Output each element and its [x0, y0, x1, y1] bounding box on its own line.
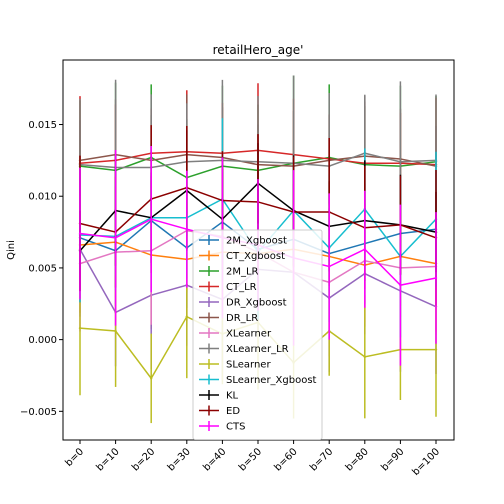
x-tick-label: b=20 [130, 446, 157, 473]
legend-label: XLearner [226, 329, 272, 340]
x-tick-label: b=50 [237, 446, 264, 473]
legend-item: CT_Xgboost [199, 250, 285, 262]
legend-label: SLearner_Xgboost [226, 375, 317, 386]
x-tick-label: b=60 [273, 446, 300, 473]
x-tick-label: b=30 [166, 446, 193, 473]
y-tick-label: 0.010 [28, 192, 57, 203]
legend-label: CT_Xgboost [226, 251, 285, 262]
x-tick-label: b=0 [63, 446, 86, 469]
data-point [114, 236, 117, 240]
legend-label: XLearner_LR [226, 344, 289, 355]
y-axis: −0.005 0.000 0.005 0.010 0.015 [20, 120, 63, 418]
legend-item: 2M_Xgboost [199, 235, 287, 247]
x-tick-label: b=80 [344, 446, 371, 473]
y-axis-label: Qini [6, 240, 17, 260]
y-tick-label: 0.015 [28, 120, 57, 131]
data-point [363, 248, 366, 251]
legend-item: SLearner_Xgboost [199, 374, 317, 386]
legend-label: 2M_LR [226, 267, 259, 278]
x-axis: b=0 b=10 b=20 b=30 b=40 b=50 b=60 b=70 b=80 b=90 b… [63, 440, 442, 478]
legend-label: SLearner [226, 360, 271, 371]
legend-item: SLearner [199, 359, 271, 371]
data-point [150, 217, 153, 221]
x-tick-label: b=70 [308, 446, 335, 473]
data-point [78, 326, 82, 330]
legend-item: ED [199, 405, 240, 417]
legend-item: 2M_LR [199, 266, 259, 278]
legend-label: CTS [226, 422, 245, 433]
data-point [185, 228, 188, 231]
data-point [78, 232, 82, 235]
data-point [434, 348, 438, 351]
data-point [328, 265, 331, 268]
legend-box [192, 229, 323, 440]
legend-label: KL [226, 391, 239, 402]
data-point [114, 329, 117, 333]
x-tick-label: b=90 [379, 446, 406, 473]
x-tick-label: b=40 [201, 446, 228, 473]
legend-label: DR_Xgboost [226, 298, 287, 309]
legend-item: DR_Xgboost [199, 297, 287, 309]
legend-item: CTS [199, 421, 245, 433]
legend-item: KL [199, 390, 239, 402]
data-point [399, 160, 402, 164]
data-point [185, 315, 188, 318]
legend-item: XLearner_LR [199, 343, 289, 355]
data-point [150, 377, 153, 380]
legend-label: ED [226, 406, 240, 417]
y-tick-label: 0.000 [28, 335, 57, 346]
legend-label: DR_LR [226, 313, 258, 324]
data-point [363, 355, 366, 359]
x-tick-label: b=10 [95, 446, 122, 473]
data-point [399, 283, 402, 287]
y-tick-label: −0.005 [20, 407, 57, 418]
legend-item: XLearner [199, 328, 272, 340]
legend: 2M_Xgboost CT_Xgboost 2M_LR CT_LR DR_Xgboost… [192, 229, 323, 440]
legend-item: CT_LR [199, 281, 257, 293]
chart-title: retailHero_age' [213, 43, 304, 57]
legend-item: DR_LR [199, 312, 258, 324]
legend-label: CT_LR [226, 282, 257, 293]
data-point [434, 276, 438, 280]
y-tick-label: 0.005 [28, 263, 57, 274]
legend-label: 2M_Xgboost [226, 236, 287, 247]
x-tick-label: b=100 [410, 446, 442, 478]
